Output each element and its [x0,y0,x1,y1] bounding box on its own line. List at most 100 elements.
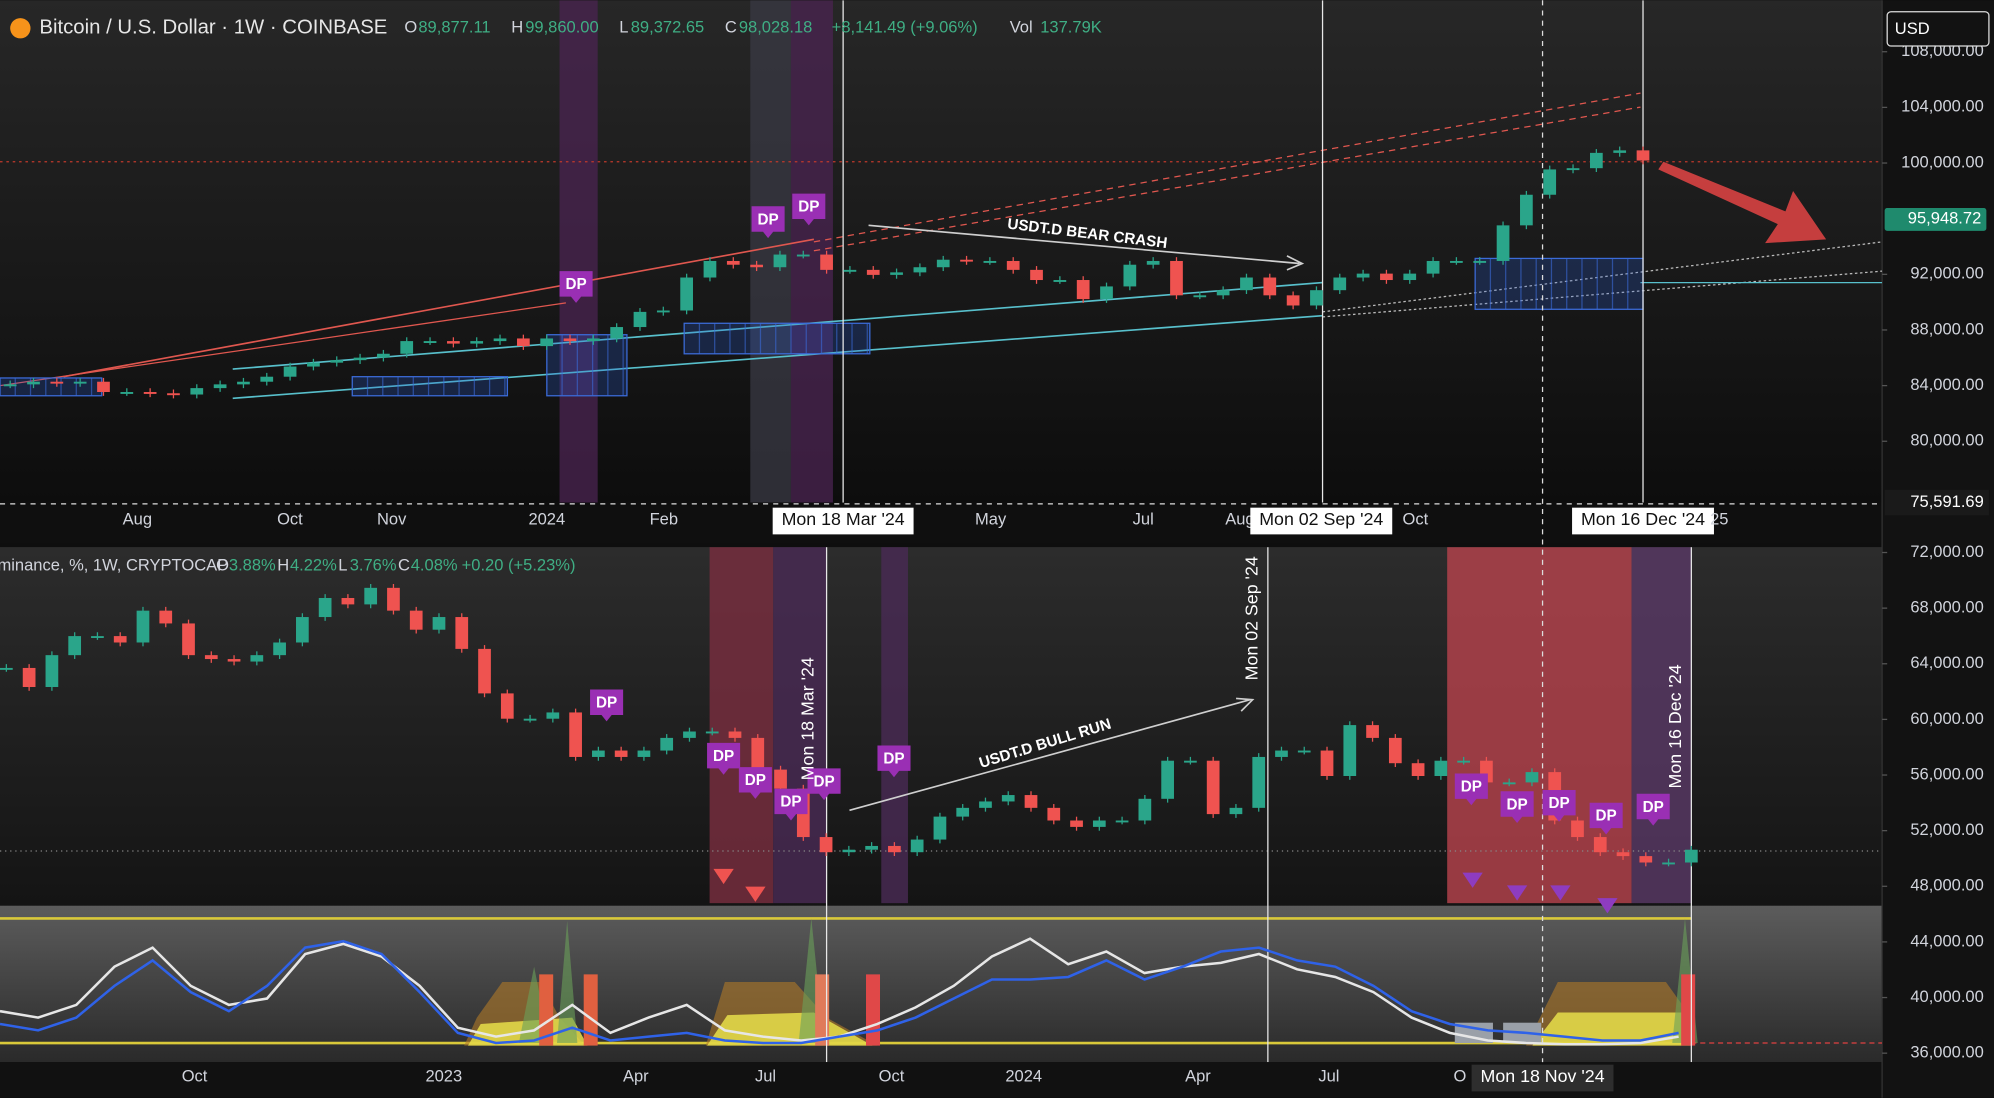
candle [455,617,469,649]
signal-triangle [713,868,734,885]
candle [1252,756,1266,808]
highlight-zone [1631,547,1692,904]
y-tick-label: 48,000.00 [1910,876,1983,895]
candle [563,338,577,342]
ohlc-value: 89,877.11 [418,18,490,37]
candle [540,338,554,347]
marker-label: DP [565,276,586,293]
candle [318,597,332,618]
candle [569,712,582,757]
y-tick-label: 92,000.00 [1910,264,1983,283]
date-annotation: Mon 18 Mar '24 [797,657,817,780]
y-tick-label: 68,000.00 [1910,598,1983,617]
currency-button[interactable] [1886,11,1990,47]
annotation-arrow [849,697,1255,812]
candle [1053,280,1067,282]
candle [1047,807,1061,821]
candle [1520,194,1533,226]
candle [751,737,765,770]
date-box [1471,1064,1614,1092]
x-tick-label: 25 [1710,510,1728,529]
candle [1263,277,1277,296]
change-value: +8,141.49 (+9.06%) [832,18,978,37]
candle [774,769,787,789]
highlight-zone [773,547,827,904]
osc-bar [866,974,881,1046]
candle [1092,820,1106,827]
candle [1613,150,1627,153]
candle [1457,760,1470,763]
ohlc-key: C [398,556,410,575]
x-tick-label: Aug [123,510,152,529]
y-tick-label: 84,000.00 [1910,375,1983,394]
candle [1076,280,1090,300]
marker-badge [738,767,772,799]
candle [1636,150,1650,161]
candle [400,341,414,354]
candle [983,260,997,263]
x-tick-label: May [975,510,1007,529]
candle [1593,837,1607,853]
candle [1473,260,1487,263]
date-box [1250,507,1393,535]
candle [1380,273,1393,281]
candle [1024,795,1038,808]
trend-line [232,281,1323,370]
x-tick-label: Mon 18 Nov '24 [1481,1066,1605,1086]
marker-badge [751,206,785,239]
candle [796,254,810,257]
zone-box [683,322,871,355]
coin-icon [10,18,31,39]
x-tick-label: Jul [755,1067,776,1086]
candle [1320,750,1334,777]
candle [182,623,195,656]
candle [842,849,856,853]
x-tick-label: 2024 [1005,1067,1042,1086]
candle [1496,225,1510,261]
marker-label: DP [758,211,779,228]
candle [1193,295,1207,298]
candle [27,381,40,385]
candle [726,260,740,265]
candle [423,341,437,344]
candle [1571,820,1584,838]
candle [683,731,696,738]
currency-label: USD [1895,19,1930,38]
candle [1616,852,1630,857]
marker-badge [1589,802,1623,835]
candle [120,392,134,394]
dominance-layer [0,547,1883,1063]
x-tick-label: 2023 [425,1067,462,1086]
candle [1434,760,1448,777]
candle [1115,820,1129,823]
candle [330,360,344,363]
candle [890,272,903,275]
candle [227,659,241,662]
candle [97,381,110,393]
x-tick-label: Nov [377,510,407,529]
candle [703,260,717,278]
candle [1403,273,1417,281]
candle [614,750,628,757]
candle [1240,277,1253,291]
marker-label: DP [1596,808,1617,825]
x-tick-label: Mon 02 Sep '24 [1259,509,1383,529]
candle [409,610,423,630]
candle [1310,290,1323,306]
date-annotation: Mon 16 Dec '24 [1665,664,1685,788]
y-tick-label: 52,000.00 [1910,820,1983,839]
marker-label: DP [1548,795,1569,812]
y-tick-label: 88,000.00 [1910,319,1983,338]
candle [516,338,530,347]
ohlc-key: L [338,556,347,575]
candle [1662,862,1675,865]
candle [1566,168,1580,171]
y-tick-label: 64,000.00 [1910,653,1983,672]
candle [1123,264,1137,287]
time-bar [0,505,1883,544]
marker-badge [774,788,808,821]
trend-line [813,92,1641,243]
marker-badge [559,271,593,303]
candle [1170,260,1183,296]
